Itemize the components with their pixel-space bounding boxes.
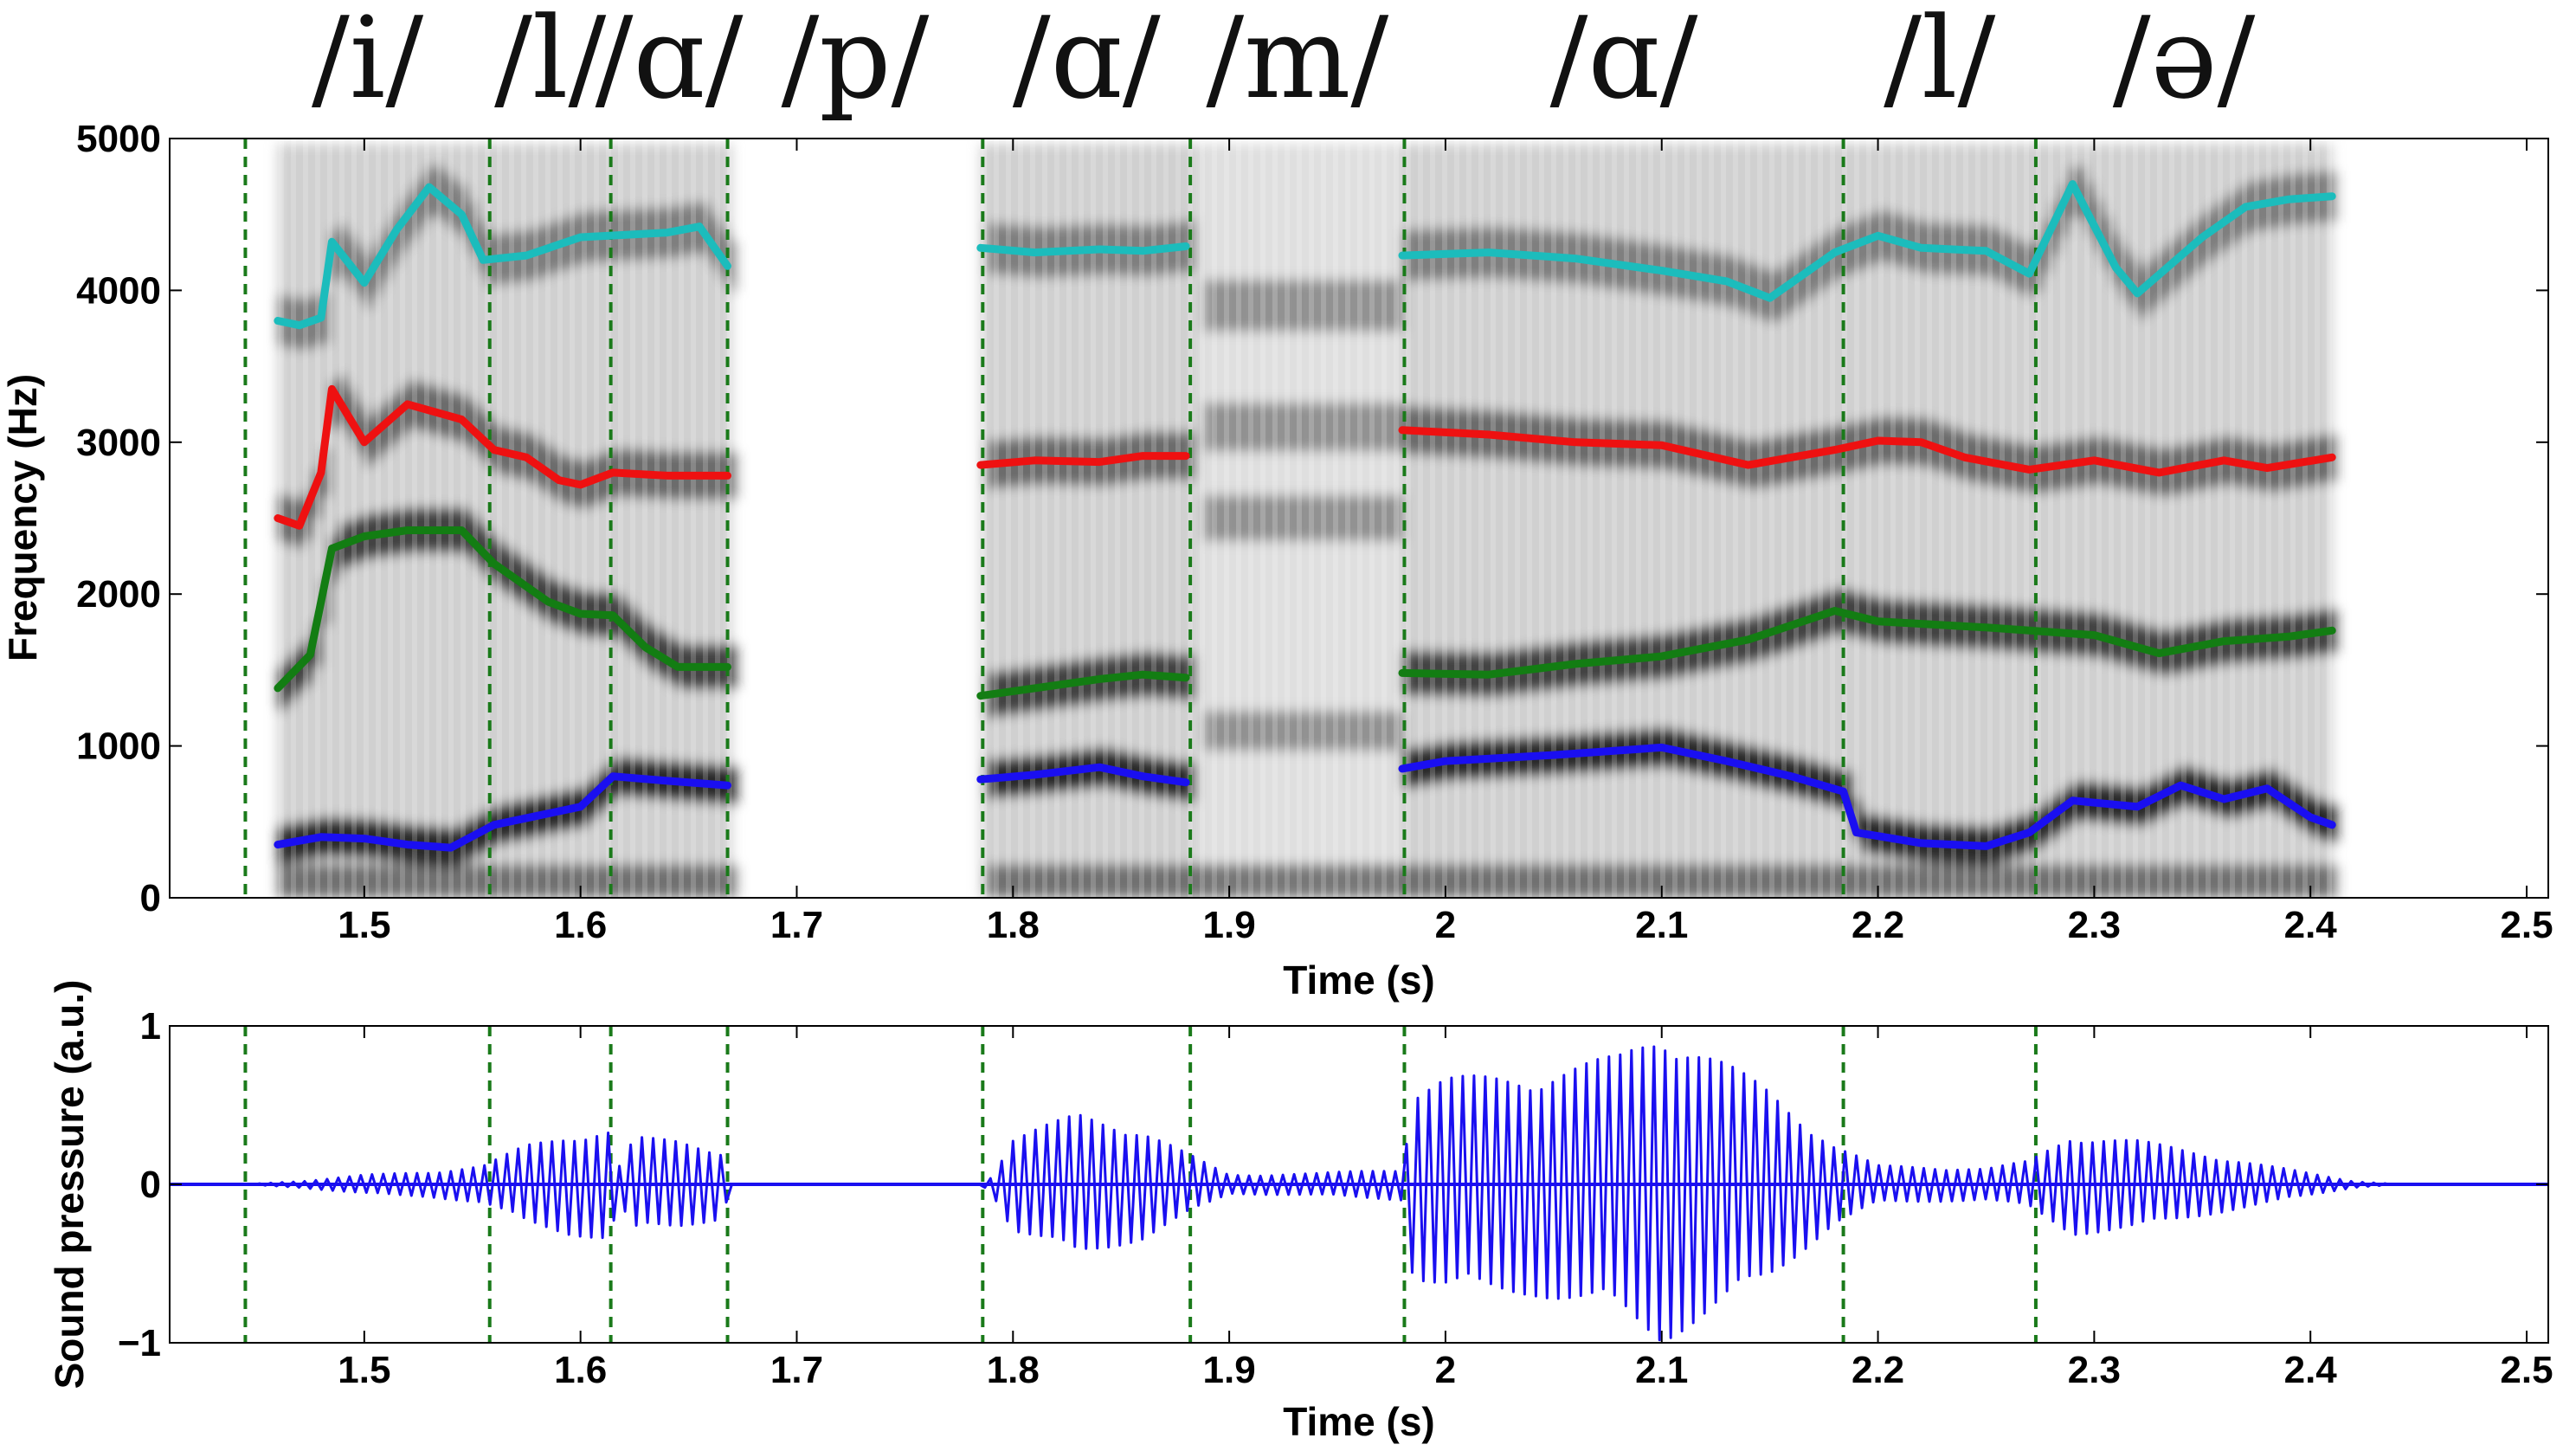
waveform-signal xyxy=(170,1045,2548,1342)
formant-track-4 xyxy=(976,242,1190,257)
x-tick-label: 2.1 xyxy=(1635,1349,1688,1391)
formant-track-3 xyxy=(1398,426,2336,477)
waveform-ticks: 1.5 1.6 1.7 1.8 1.9 2 2.1 2.2 2.3 2.4 2.5 −1 0 1 xyxy=(118,1005,2553,1391)
x-tick-label: 2.2 xyxy=(1852,904,1904,946)
formant-track-1 xyxy=(274,772,731,852)
formant-track-2 xyxy=(976,670,1190,700)
waveform-panel: 1.5 1.6 1.7 1.8 1.9 2 2.1 2.2 2.3 2.4 2.5 −1 0 1 Time… xyxy=(47,980,2553,1444)
y-tick-label: 1 xyxy=(140,1005,161,1048)
formant-track-4 xyxy=(274,183,731,330)
formant-track-3 xyxy=(274,384,731,530)
y-tick-label: 1000 xyxy=(76,726,161,768)
x-tick-label: 2.5 xyxy=(2500,1349,2553,1391)
x-tick-label: 2.3 xyxy=(2068,1349,2121,1391)
formant-track-2 xyxy=(1398,607,2336,679)
phoneme-label: /i/ xyxy=(312,0,423,124)
x-tick-label: 1.7 xyxy=(770,904,823,946)
phoneme-label: /l/ xyxy=(494,0,606,124)
phoneme-label: /m/ xyxy=(1206,0,1388,124)
harmonic-striations xyxy=(1401,139,2333,898)
y-tick-label: 3000 xyxy=(76,422,161,464)
x-tick-label: 2 xyxy=(1435,1349,1456,1391)
y-tick-label: 2000 xyxy=(76,573,161,616)
formant-track-3 xyxy=(976,452,1190,469)
x-tick-label: 2.5 xyxy=(2500,904,2553,946)
phoneme-label: /l/ xyxy=(1884,0,1995,124)
spectrogram-band xyxy=(727,864,737,898)
spectrogram-band xyxy=(727,644,737,690)
spectrogram-ylabel: Frequency (Hz) xyxy=(0,374,45,661)
y-tick-label: −1 xyxy=(118,1322,161,1364)
formant-track-1 xyxy=(976,763,1190,787)
spectrogram-band xyxy=(727,451,737,500)
spectrogram-image xyxy=(277,139,2338,898)
x-tick-label: 1.6 xyxy=(554,1349,607,1391)
phoneme-label: /ə/ xyxy=(2113,0,2256,124)
formant-track-1 xyxy=(1398,743,2336,850)
x-tick-label: 1.8 xyxy=(987,1349,1040,1391)
x-tick-label: 1.8 xyxy=(987,904,1040,946)
phoneme-label: /ɑ/ xyxy=(1013,0,1161,124)
x-tick-label: 2.4 xyxy=(2284,1349,2338,1391)
x-tick-label: 1.9 xyxy=(1203,1349,1256,1391)
waveform-ylabel: Sound pressure (a.u.) xyxy=(47,980,92,1390)
formant-track-2 xyxy=(274,526,731,693)
phoneme-label: /ɑ/ xyxy=(1550,0,1698,124)
y-tick-label: 0 xyxy=(140,1164,161,1206)
x-tick-label: 1.5 xyxy=(338,1349,390,1391)
x-tick-label: 1.5 xyxy=(338,904,390,946)
spectrogram-band xyxy=(727,240,737,293)
spectrogram-frame xyxy=(169,138,2549,899)
spectrogram-band xyxy=(2328,864,2338,898)
spectrogram-xlabel: Time (s) xyxy=(1283,958,1435,1003)
x-tick-label: 2.1 xyxy=(1635,904,1688,946)
x-tick-label: 2.2 xyxy=(1852,1349,1904,1391)
y-tick-label: 5000 xyxy=(76,118,161,160)
formant-track-4 xyxy=(1398,180,2336,302)
harmonic-striations xyxy=(1196,139,1402,898)
x-tick-label: 2.3 xyxy=(2068,904,2121,946)
spectrogram-band xyxy=(727,765,737,806)
spectrogram-ticks: 1.5 1.6 1.7 1.8 1.9 2 2.1 2.2 2.3 2.4 2.5 0 1000 2000… xyxy=(76,118,2553,946)
phoneme-label: /p/ xyxy=(782,0,930,124)
x-tick-label: 2.4 xyxy=(2284,904,2338,946)
phoneme-label: /ɑ/ xyxy=(596,0,744,124)
y-tick-label: 0 xyxy=(140,877,161,919)
x-tick-label: 1.7 xyxy=(770,1349,823,1391)
x-tick-label: 1.6 xyxy=(554,904,607,946)
waveform-boundaries xyxy=(243,1026,2038,1343)
x-tick-label: 1.9 xyxy=(1203,904,1256,946)
phoneme-labels: /i//l//ɑ//p//ɑ//m//ɑ//l//ə/ xyxy=(312,0,2256,124)
y-tick-label: 4000 xyxy=(76,269,161,312)
formant-tracks xyxy=(274,180,2336,852)
x-tick-label: 2 xyxy=(1435,904,1456,946)
spectrogram-panel: 1.5 1.6 1.7 1.8 1.9 2 2.1 2.2 2.3 2.4 2.5 0 1000 2000… xyxy=(0,118,2553,1003)
waveform-xlabel: Time (s) xyxy=(1283,1399,1435,1444)
